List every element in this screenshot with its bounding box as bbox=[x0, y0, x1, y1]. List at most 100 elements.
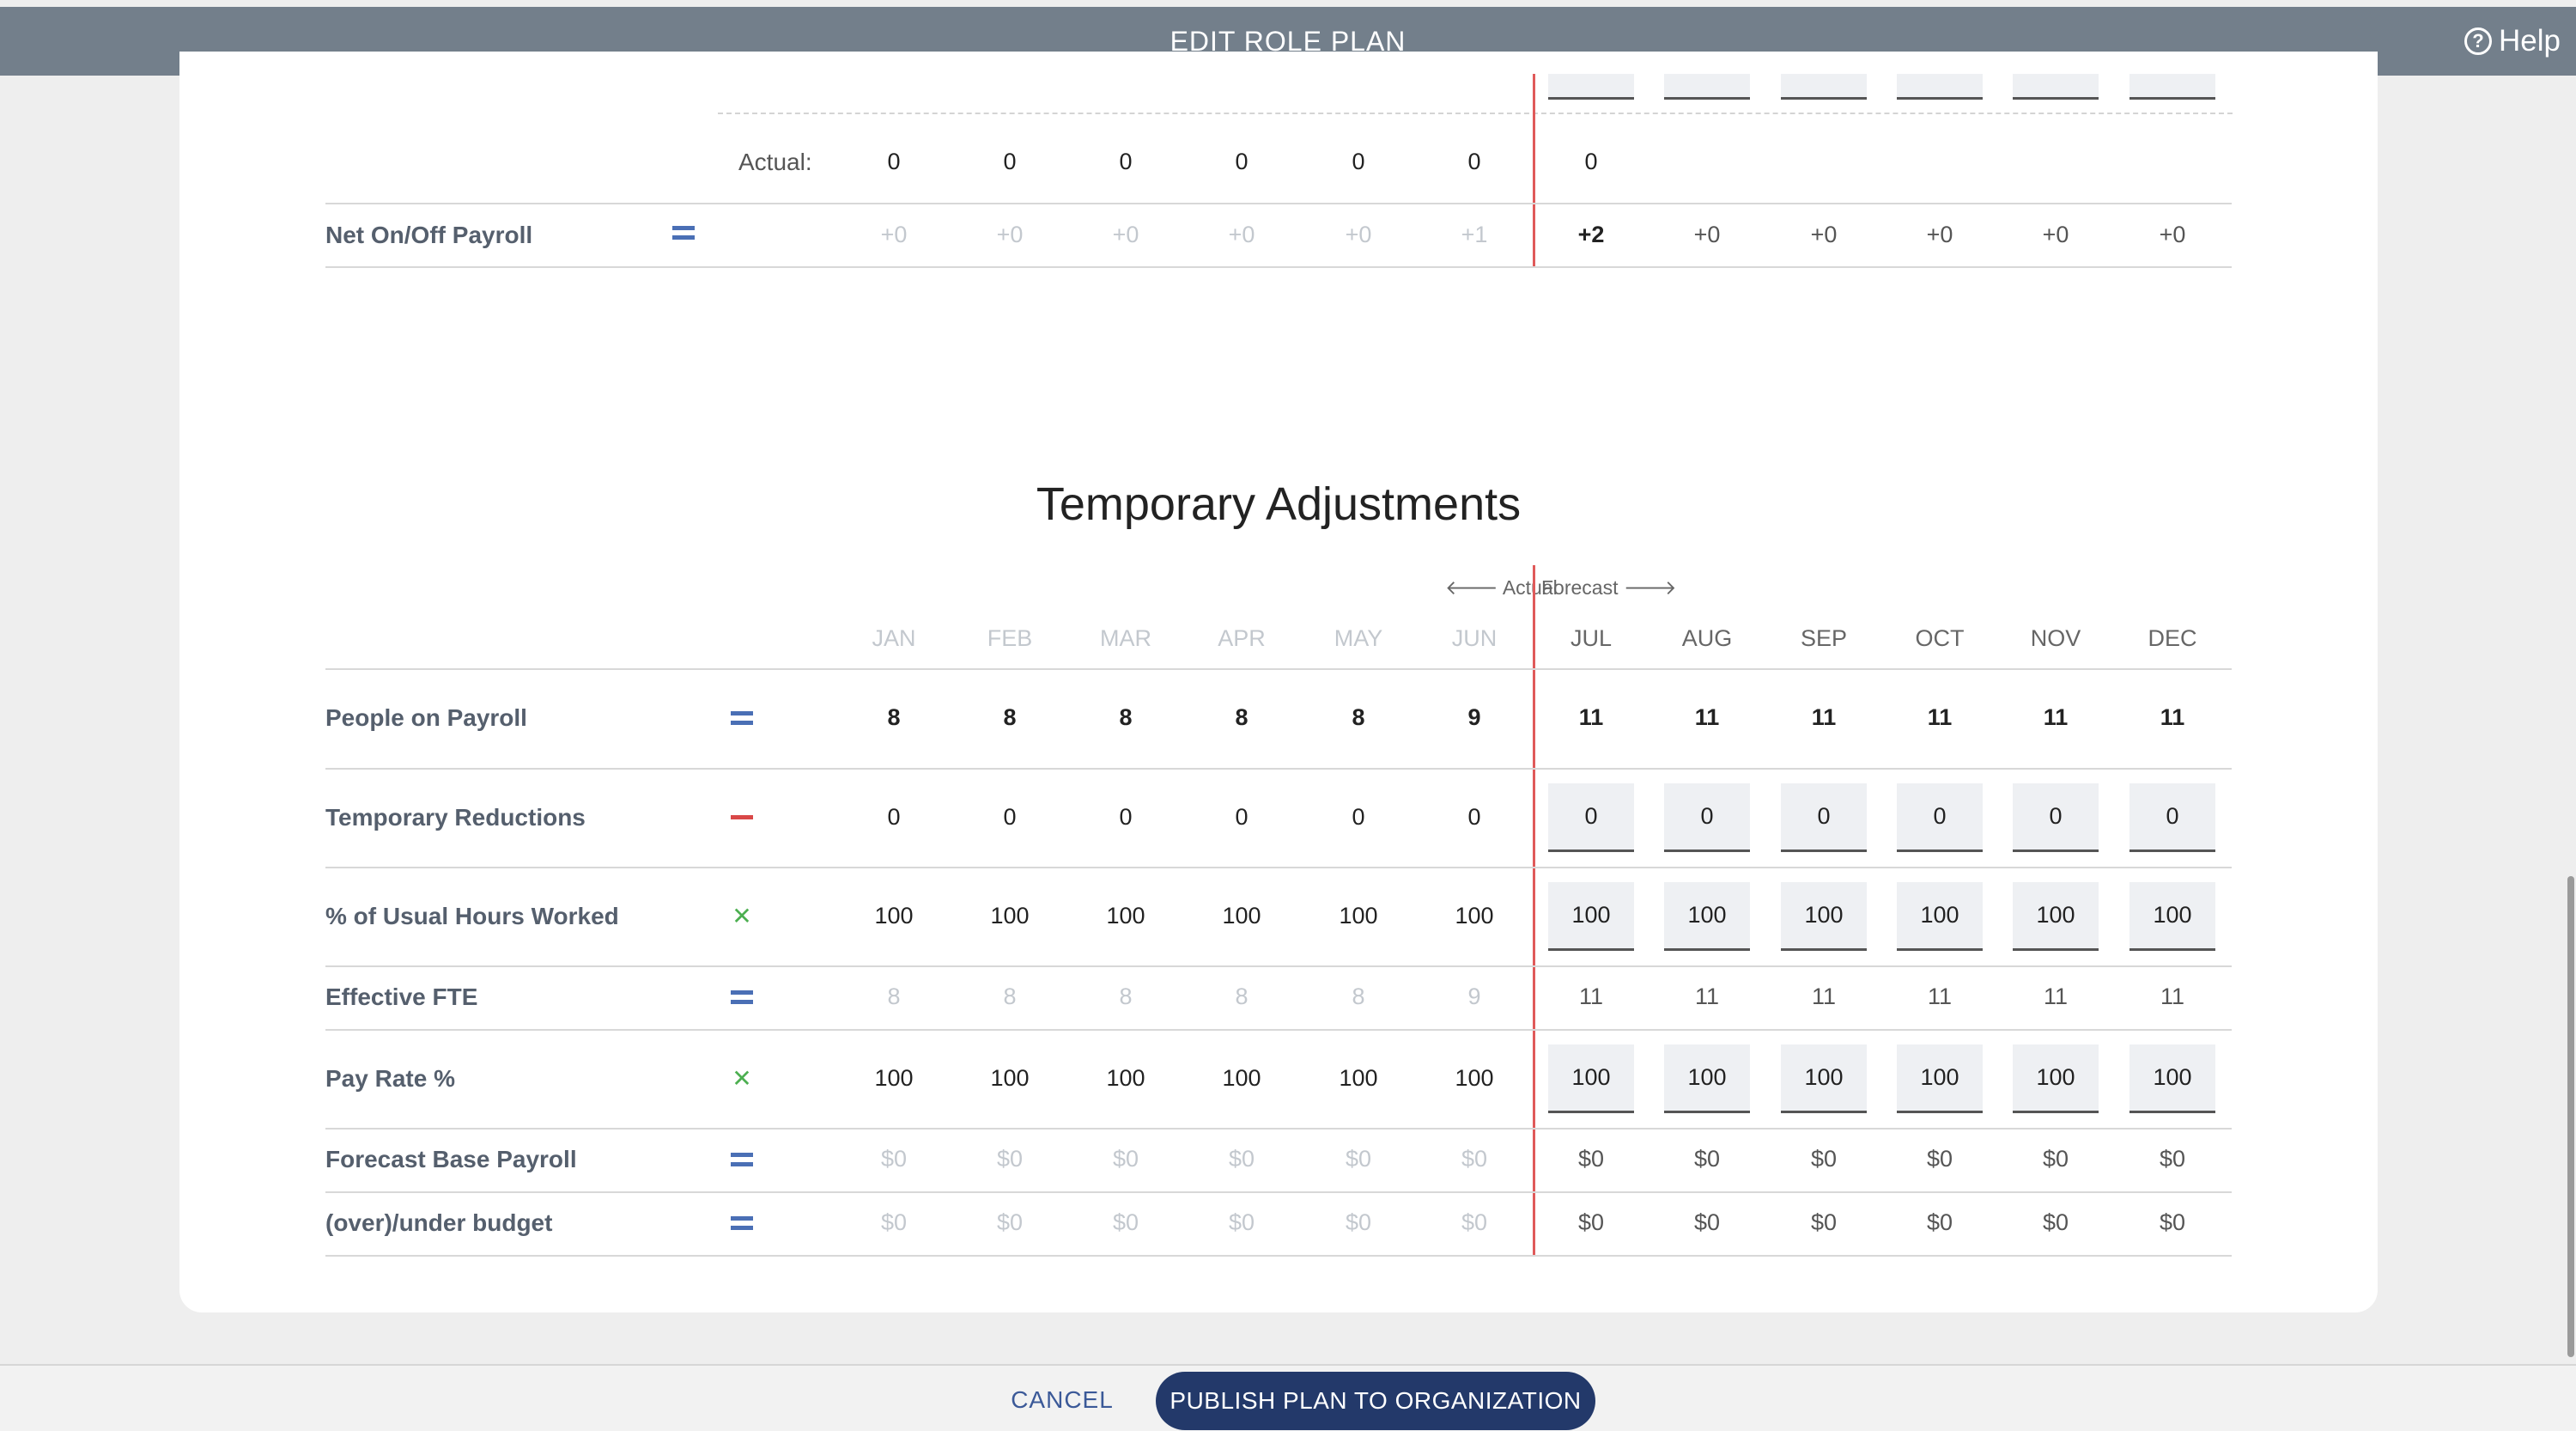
month-header-may: MAY bbox=[1334, 625, 1383, 651]
row-value: 100 bbox=[1106, 1064, 1145, 1091]
row-value: 8 bbox=[1119, 983, 1133, 1009]
value-input[interactable] bbox=[2129, 74, 2215, 100]
row-value: 100 bbox=[1222, 902, 1261, 929]
value-input[interactable]: 0 bbox=[2013, 782, 2099, 852]
row-value: 8 bbox=[887, 704, 901, 730]
row-value: $0 bbox=[1461, 1146, 1488, 1172]
actual-column-label: Actual bbox=[1502, 576, 1558, 599]
row-value: $0 bbox=[1577, 1209, 1605, 1235]
value-input[interactable]: 100 bbox=[1897, 1044, 1983, 1113]
row-divider bbox=[325, 203, 2232, 204]
row-value: 11 bbox=[1927, 704, 1953, 730]
month-header-oct: OCT bbox=[1915, 625, 1965, 651]
row-value: 100 bbox=[874, 1064, 914, 1091]
value-input[interactable]: 0 bbox=[1897, 782, 1983, 852]
help-button[interactable]: ? Help bbox=[2464, 7, 2561, 76]
value-input[interactable]: 0 bbox=[1781, 782, 1867, 852]
row-value: 0 bbox=[1003, 803, 1017, 830]
row-value: 11 bbox=[2043, 704, 2069, 730]
actual-value: 0 bbox=[1584, 149, 1598, 174]
actual-forecast-divider-top bbox=[1533, 74, 1535, 266]
net-value: +0 bbox=[1228, 222, 1255, 247]
row-value: $0 bbox=[1693, 1209, 1721, 1235]
actual-forecast-divider bbox=[1533, 565, 1535, 1256]
actual-label: Actual: bbox=[738, 149, 812, 175]
forecast-column-label: Forecast bbox=[1541, 576, 1619, 599]
row-value: $0 bbox=[2042, 1209, 2069, 1235]
row-value: 100 bbox=[1222, 1064, 1261, 1091]
value-input[interactable]: 100 bbox=[2129, 1044, 2215, 1113]
section-title: Temporary Adjustments bbox=[1036, 478, 1522, 530]
net-value: +0 bbox=[1810, 222, 1838, 247]
actual-arrow-label: 🡐 Actual bbox=[1445, 575, 1558, 600]
row-value: 100 bbox=[1106, 902, 1145, 929]
row-value: 0 bbox=[887, 803, 901, 830]
row-value: 100 bbox=[1455, 902, 1494, 929]
row-value: $0 bbox=[2159, 1146, 2186, 1172]
actual-value: 0 bbox=[1352, 149, 1365, 174]
row-divider bbox=[325, 768, 2232, 770]
row-value: 100 bbox=[1455, 1064, 1494, 1091]
row-value: 11 bbox=[1927, 983, 1953, 1009]
value-input[interactable]: 0 bbox=[2129, 782, 2215, 852]
row-value: $0 bbox=[2159, 1209, 2186, 1235]
row-value: $0 bbox=[1228, 1209, 1255, 1235]
value-input[interactable]: 100 bbox=[1664, 1044, 1750, 1113]
row-value: $0 bbox=[1112, 1209, 1139, 1235]
row-value: $0 bbox=[1693, 1146, 1721, 1172]
actual-value: 0 bbox=[1235, 149, 1249, 174]
cancel-button[interactable]: CANCEL bbox=[1005, 1374, 1120, 1426]
row-value: 11 bbox=[2160, 704, 2185, 730]
net-value: +0 bbox=[1345, 222, 1372, 247]
month-header-feb: FEB bbox=[987, 625, 1033, 651]
value-input[interactable]: 0 bbox=[1664, 782, 1750, 852]
dashed-divider bbox=[718, 113, 2233, 114]
row-divider bbox=[325, 1255, 2232, 1257]
row-value: 0 bbox=[1467, 803, 1481, 830]
row-value: 100 bbox=[1339, 902, 1378, 929]
equals-icon bbox=[729, 982, 755, 1013]
row-value: $0 bbox=[1461, 1209, 1488, 1235]
value-input[interactable] bbox=[1781, 74, 1867, 100]
value-input[interactable]: 100 bbox=[1548, 1044, 1634, 1113]
net-value: +0 bbox=[996, 222, 1024, 247]
row-label-of-usual-hours-worked: % of Usual Hours Worked bbox=[325, 902, 619, 929]
row-value: $0 bbox=[1810, 1146, 1838, 1172]
row-value: $0 bbox=[2042, 1146, 2069, 1172]
value-input[interactable]: 100 bbox=[1897, 881, 1983, 951]
value-input[interactable]: 100 bbox=[2013, 1044, 2099, 1113]
row-value: $0 bbox=[1345, 1146, 1372, 1172]
net-value: +0 bbox=[2159, 222, 2186, 247]
row-value: 100 bbox=[990, 902, 1030, 929]
value-input[interactable]: 100 bbox=[1548, 881, 1634, 951]
actual-value: 0 bbox=[1003, 149, 1017, 174]
row-value: 9 bbox=[1467, 983, 1481, 1009]
row-divider bbox=[325, 1029, 2232, 1031]
month-header-mar: MAR bbox=[1100, 625, 1151, 651]
value-input[interactable]: 100 bbox=[2013, 881, 2099, 951]
value-input[interactable] bbox=[1548, 74, 1634, 100]
value-input[interactable] bbox=[2013, 74, 2099, 100]
value-input[interactable]: 100 bbox=[1781, 1044, 1867, 1113]
row-divider bbox=[325, 1128, 2232, 1130]
header-divider bbox=[325, 668, 2232, 670]
publish-plan-button[interactable]: PUBLISH PLAN TO ORGANIZATION bbox=[1156, 1372, 1595, 1430]
row-value: 11 bbox=[2043, 983, 2069, 1009]
row-value: 0 bbox=[1235, 803, 1249, 830]
value-input[interactable]: 0 bbox=[1548, 782, 1634, 852]
multiply-icon: ✕ bbox=[732, 1065, 752, 1092]
help-icon: ? bbox=[2464, 27, 2493, 55]
value-input[interactable]: 100 bbox=[1781, 881, 1867, 951]
row-value: 11 bbox=[1811, 704, 1837, 730]
actual-value: 0 bbox=[887, 149, 901, 174]
arrow-left-icon: 🡐 bbox=[1445, 576, 1498, 599]
value-input[interactable]: 100 bbox=[1664, 881, 1750, 951]
net-value: +1 bbox=[1461, 222, 1488, 247]
equals-icon bbox=[671, 226, 696, 240]
row-divider bbox=[325, 1191, 2232, 1193]
value-input[interactable]: 100 bbox=[2129, 881, 2215, 951]
scrollbar[interactable] bbox=[2567, 876, 2574, 1357]
value-input[interactable] bbox=[1897, 74, 1983, 100]
value-input[interactable] bbox=[1664, 74, 1750, 100]
month-header-dec: DEC bbox=[2148, 625, 2197, 651]
